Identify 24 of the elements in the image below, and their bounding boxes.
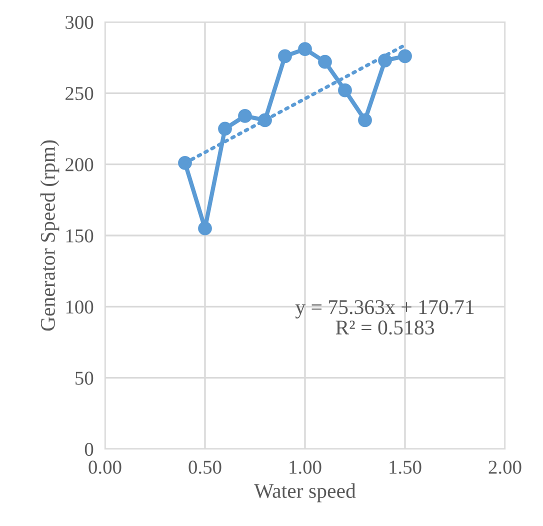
point <box>298 42 312 56</box>
x-tick-label: 2.00 <box>488 460 522 474</box>
annotation: y = 75.363x + 170.71 R² = 0.5183 <box>295 300 474 335</box>
y-tick-label: 150 <box>66 229 94 242</box>
y-tick-label: 200 <box>66 158 94 172</box>
point <box>218 122 232 136</box>
point <box>238 108 252 123</box>
x-tick-label: 1.00 <box>290 460 322 474</box>
point <box>198 221 212 236</box>
point <box>398 49 412 64</box>
point <box>358 113 372 128</box>
y-tick-label: 0 <box>84 442 94 456</box>
point <box>278 49 292 64</box>
x-tick-label: 1.50 <box>390 460 422 474</box>
x-axis-title: Water speed <box>254 483 356 502</box>
x-tick-label: 0.00 <box>88 460 122 474</box>
y-tick-label: 250 <box>66 86 94 100</box>
point <box>338 83 352 98</box>
y-tick-label: 100 <box>66 300 94 314</box>
y-tick-label: 300 <box>66 16 94 29</box>
y-tick-label: 50 <box>76 372 94 385</box>
point <box>318 54 332 69</box>
y-axis-title: Generator Speed (rpm) <box>40 140 60 331</box>
x-tick-label: 0.50 <box>188 460 222 474</box>
